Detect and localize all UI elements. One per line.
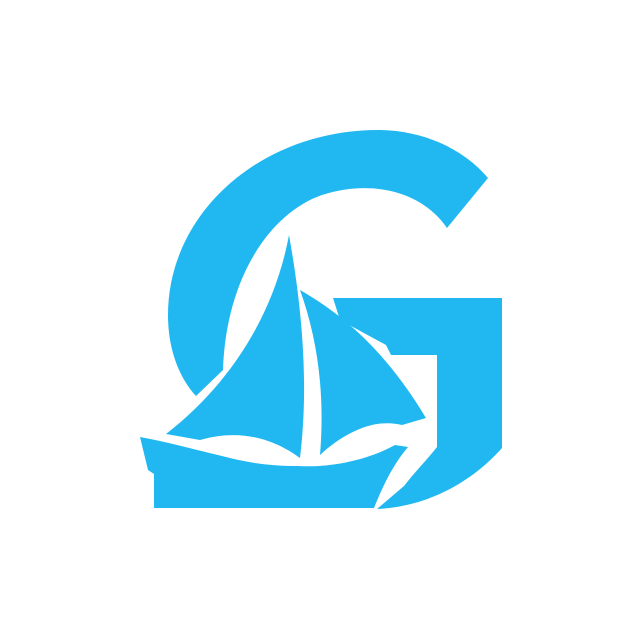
g-arc [168, 130, 488, 396]
letter-g-icon [168, 130, 502, 509]
front-sail [166, 235, 305, 458]
hull [140, 437, 408, 508]
g-bar [333, 298, 502, 509]
sailboat-icon [140, 235, 426, 508]
rear-sail [300, 290, 426, 455]
